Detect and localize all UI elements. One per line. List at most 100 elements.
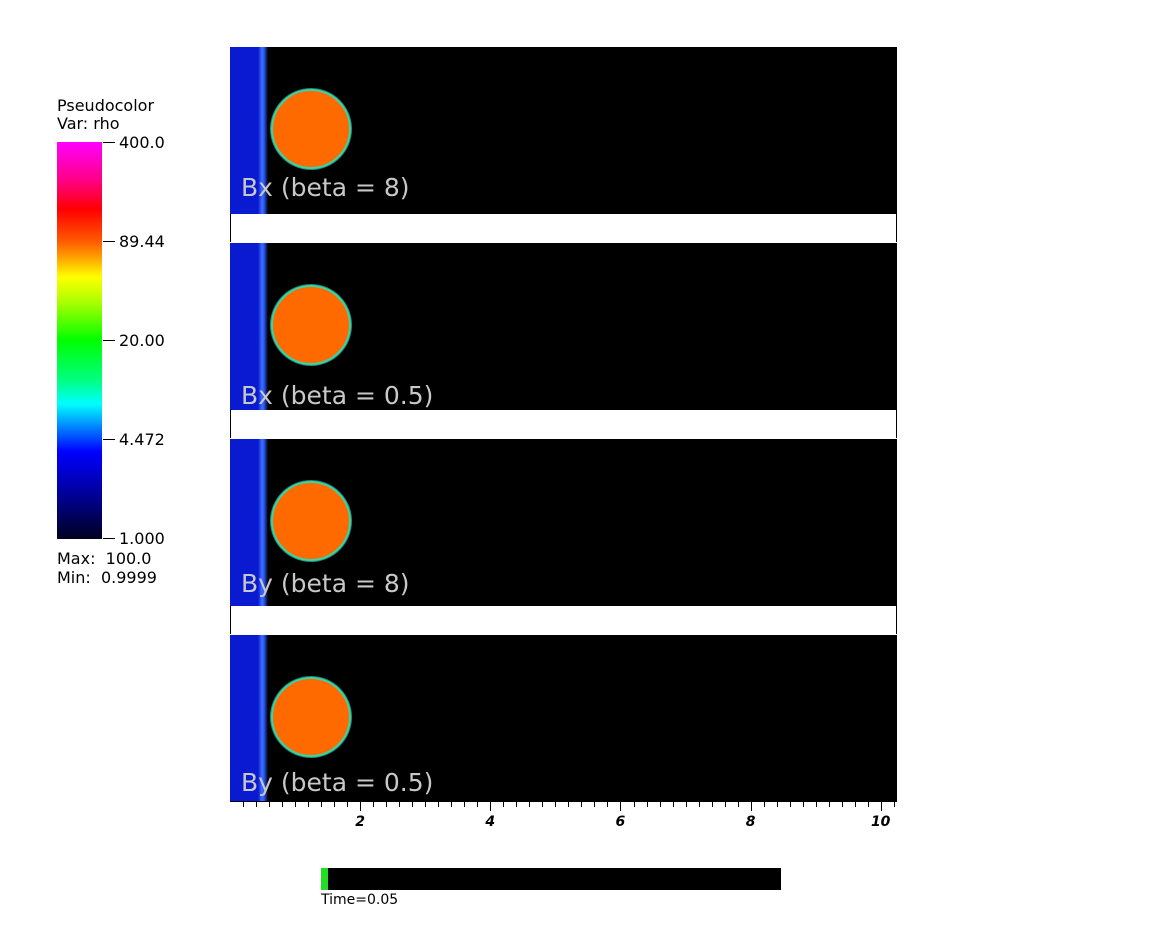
x-axis-label: 4 bbox=[485, 814, 496, 830]
x-axis-minor-tick bbox=[399, 802, 401, 807]
x-axis-minor-tick bbox=[542, 802, 544, 807]
x-axis-minor-tick bbox=[516, 802, 518, 807]
color-bar-label: 4.472 bbox=[119, 430, 165, 449]
shock-front bbox=[258, 47, 268, 214]
legend-plot-type: Pseudocolor bbox=[57, 96, 155, 115]
x-axis-minor-tick bbox=[256, 802, 257, 807]
legend-min: Min: 0.9999 bbox=[57, 568, 157, 587]
density-cloud bbox=[271, 677, 351, 757]
density-cloud bbox=[271, 285, 351, 365]
x-axis-major-tick bbox=[620, 802, 622, 811]
shock-front bbox=[258, 635, 268, 801]
density-cloud bbox=[271, 89, 351, 169]
x-axis-minor-tick bbox=[581, 802, 583, 807]
color-bar-tick bbox=[103, 142, 115, 143]
x-axis-minor-tick bbox=[802, 802, 804, 807]
x-axis-minor-tick bbox=[698, 802, 700, 807]
x-axis-minor-tick bbox=[503, 802, 505, 807]
x-axis-major-tick bbox=[360, 802, 362, 811]
x-axis-minor-tick bbox=[243, 802, 244, 807]
color-bar-label: 400.0 bbox=[119, 133, 165, 152]
x-axis-minor-tick bbox=[893, 802, 895, 807]
x-axis-label: 8 bbox=[745, 814, 756, 830]
legend-variable: Var: rho bbox=[57, 114, 120, 133]
x-axis-minor-tick bbox=[347, 802, 349, 807]
x-axis-minor-tick bbox=[373, 802, 375, 807]
color-bar bbox=[57, 142, 102, 539]
density-cloud bbox=[271, 481, 351, 561]
time-label: Time=0.05 bbox=[321, 892, 399, 908]
x-axis-minor-tick bbox=[633, 802, 635, 807]
x-axis-minor-tick bbox=[659, 802, 661, 807]
x-axis-major-tick bbox=[880, 802, 882, 811]
legend-max: Max: 100.0 bbox=[57, 549, 152, 568]
color-bar-tick bbox=[103, 340, 115, 341]
panel-label: Bx (beta = 0.5) bbox=[241, 381, 434, 410]
plot-panel: Bx (beta = 0.5) bbox=[230, 243, 897, 410]
x-axis-minor-tick bbox=[269, 802, 270, 807]
x-axis-minor-tick bbox=[815, 802, 817, 807]
x-axis-minor-tick bbox=[737, 802, 739, 807]
x-axis-minor-tick bbox=[841, 802, 843, 807]
x-axis: 2 4 6 8 10 bbox=[230, 801, 897, 831]
color-bar-label: 1.000 bbox=[119, 529, 165, 548]
time-progress-fill bbox=[321, 868, 328, 890]
x-axis-minor-tick bbox=[828, 802, 830, 807]
panel-label: Bx (beta = 8) bbox=[241, 173, 410, 202]
x-axis-minor-tick bbox=[776, 802, 778, 807]
x-axis-minor-tick bbox=[607, 802, 609, 807]
x-axis-minor-tick bbox=[295, 802, 297, 807]
time-slider bbox=[321, 868, 781, 890]
inflow-region bbox=[230, 635, 260, 801]
color-bar-label: 89.44 bbox=[119, 232, 165, 251]
panel-label: By (beta = 0.5) bbox=[241, 768, 434, 797]
x-axis-minor-tick bbox=[451, 802, 453, 807]
panel-separator bbox=[230, 606, 897, 634]
x-axis-line bbox=[230, 801, 897, 802]
x-axis-minor-tick bbox=[646, 802, 648, 807]
x-axis-minor-tick bbox=[386, 802, 388, 807]
panel-label: By (beta = 8) bbox=[241, 569, 410, 598]
x-axis-minor-tick bbox=[854, 802, 856, 807]
panel-separator bbox=[230, 410, 897, 438]
x-axis-minor-tick bbox=[334, 802, 336, 807]
inflow-region bbox=[230, 47, 260, 214]
inflow-region bbox=[230, 439, 260, 606]
plot-panel: By (beta = 8) bbox=[230, 439, 897, 606]
x-axis-minor-tick bbox=[308, 802, 310, 807]
x-axis-minor-tick bbox=[321, 802, 323, 807]
x-axis-label: 6 bbox=[615, 814, 626, 830]
shock-front bbox=[258, 243, 268, 410]
color-bar-label: 20.00 bbox=[119, 331, 165, 350]
plot-panel: By (beta = 0.5) bbox=[230, 635, 897, 801]
x-axis-minor-tick bbox=[724, 802, 726, 807]
x-axis-label: 10 bbox=[870, 814, 891, 830]
x-axis-minor-tick bbox=[594, 802, 596, 807]
x-axis-minor-tick bbox=[555, 802, 557, 807]
x-axis-major-tick bbox=[750, 802, 752, 811]
color-bar-tick bbox=[103, 241, 115, 242]
inflow-region bbox=[230, 243, 260, 410]
x-axis-minor-tick bbox=[477, 802, 479, 807]
x-axis-minor-tick bbox=[672, 802, 674, 807]
x-axis-minor-tick bbox=[711, 802, 713, 807]
panel-separator bbox=[230, 214, 897, 242]
x-axis-minor-tick bbox=[568, 802, 570, 807]
x-axis-minor-tick bbox=[789, 802, 791, 807]
shock-front bbox=[258, 439, 268, 606]
x-axis-minor-tick bbox=[282, 802, 284, 807]
x-axis-minor-tick bbox=[685, 802, 687, 807]
plot-panel: Bx (beta = 8) bbox=[230, 47, 897, 214]
x-axis-minor-tick bbox=[529, 802, 531, 807]
x-axis-label: 2 bbox=[355, 814, 365, 830]
x-axis-minor-tick bbox=[425, 802, 427, 807]
x-axis-major-tick bbox=[490, 802, 492, 811]
color-bar-tick bbox=[103, 538, 115, 539]
x-axis-minor-tick bbox=[763, 802, 765, 807]
x-axis-minor-tick bbox=[438, 802, 440, 807]
x-axis-minor-tick bbox=[867, 802, 869, 807]
color-bar-tick bbox=[103, 439, 115, 440]
legend-title: Pseudocolor Var: rho bbox=[57, 97, 154, 133]
x-axis-minor-tick bbox=[464, 802, 466, 807]
x-axis-minor-tick bbox=[412, 802, 414, 807]
